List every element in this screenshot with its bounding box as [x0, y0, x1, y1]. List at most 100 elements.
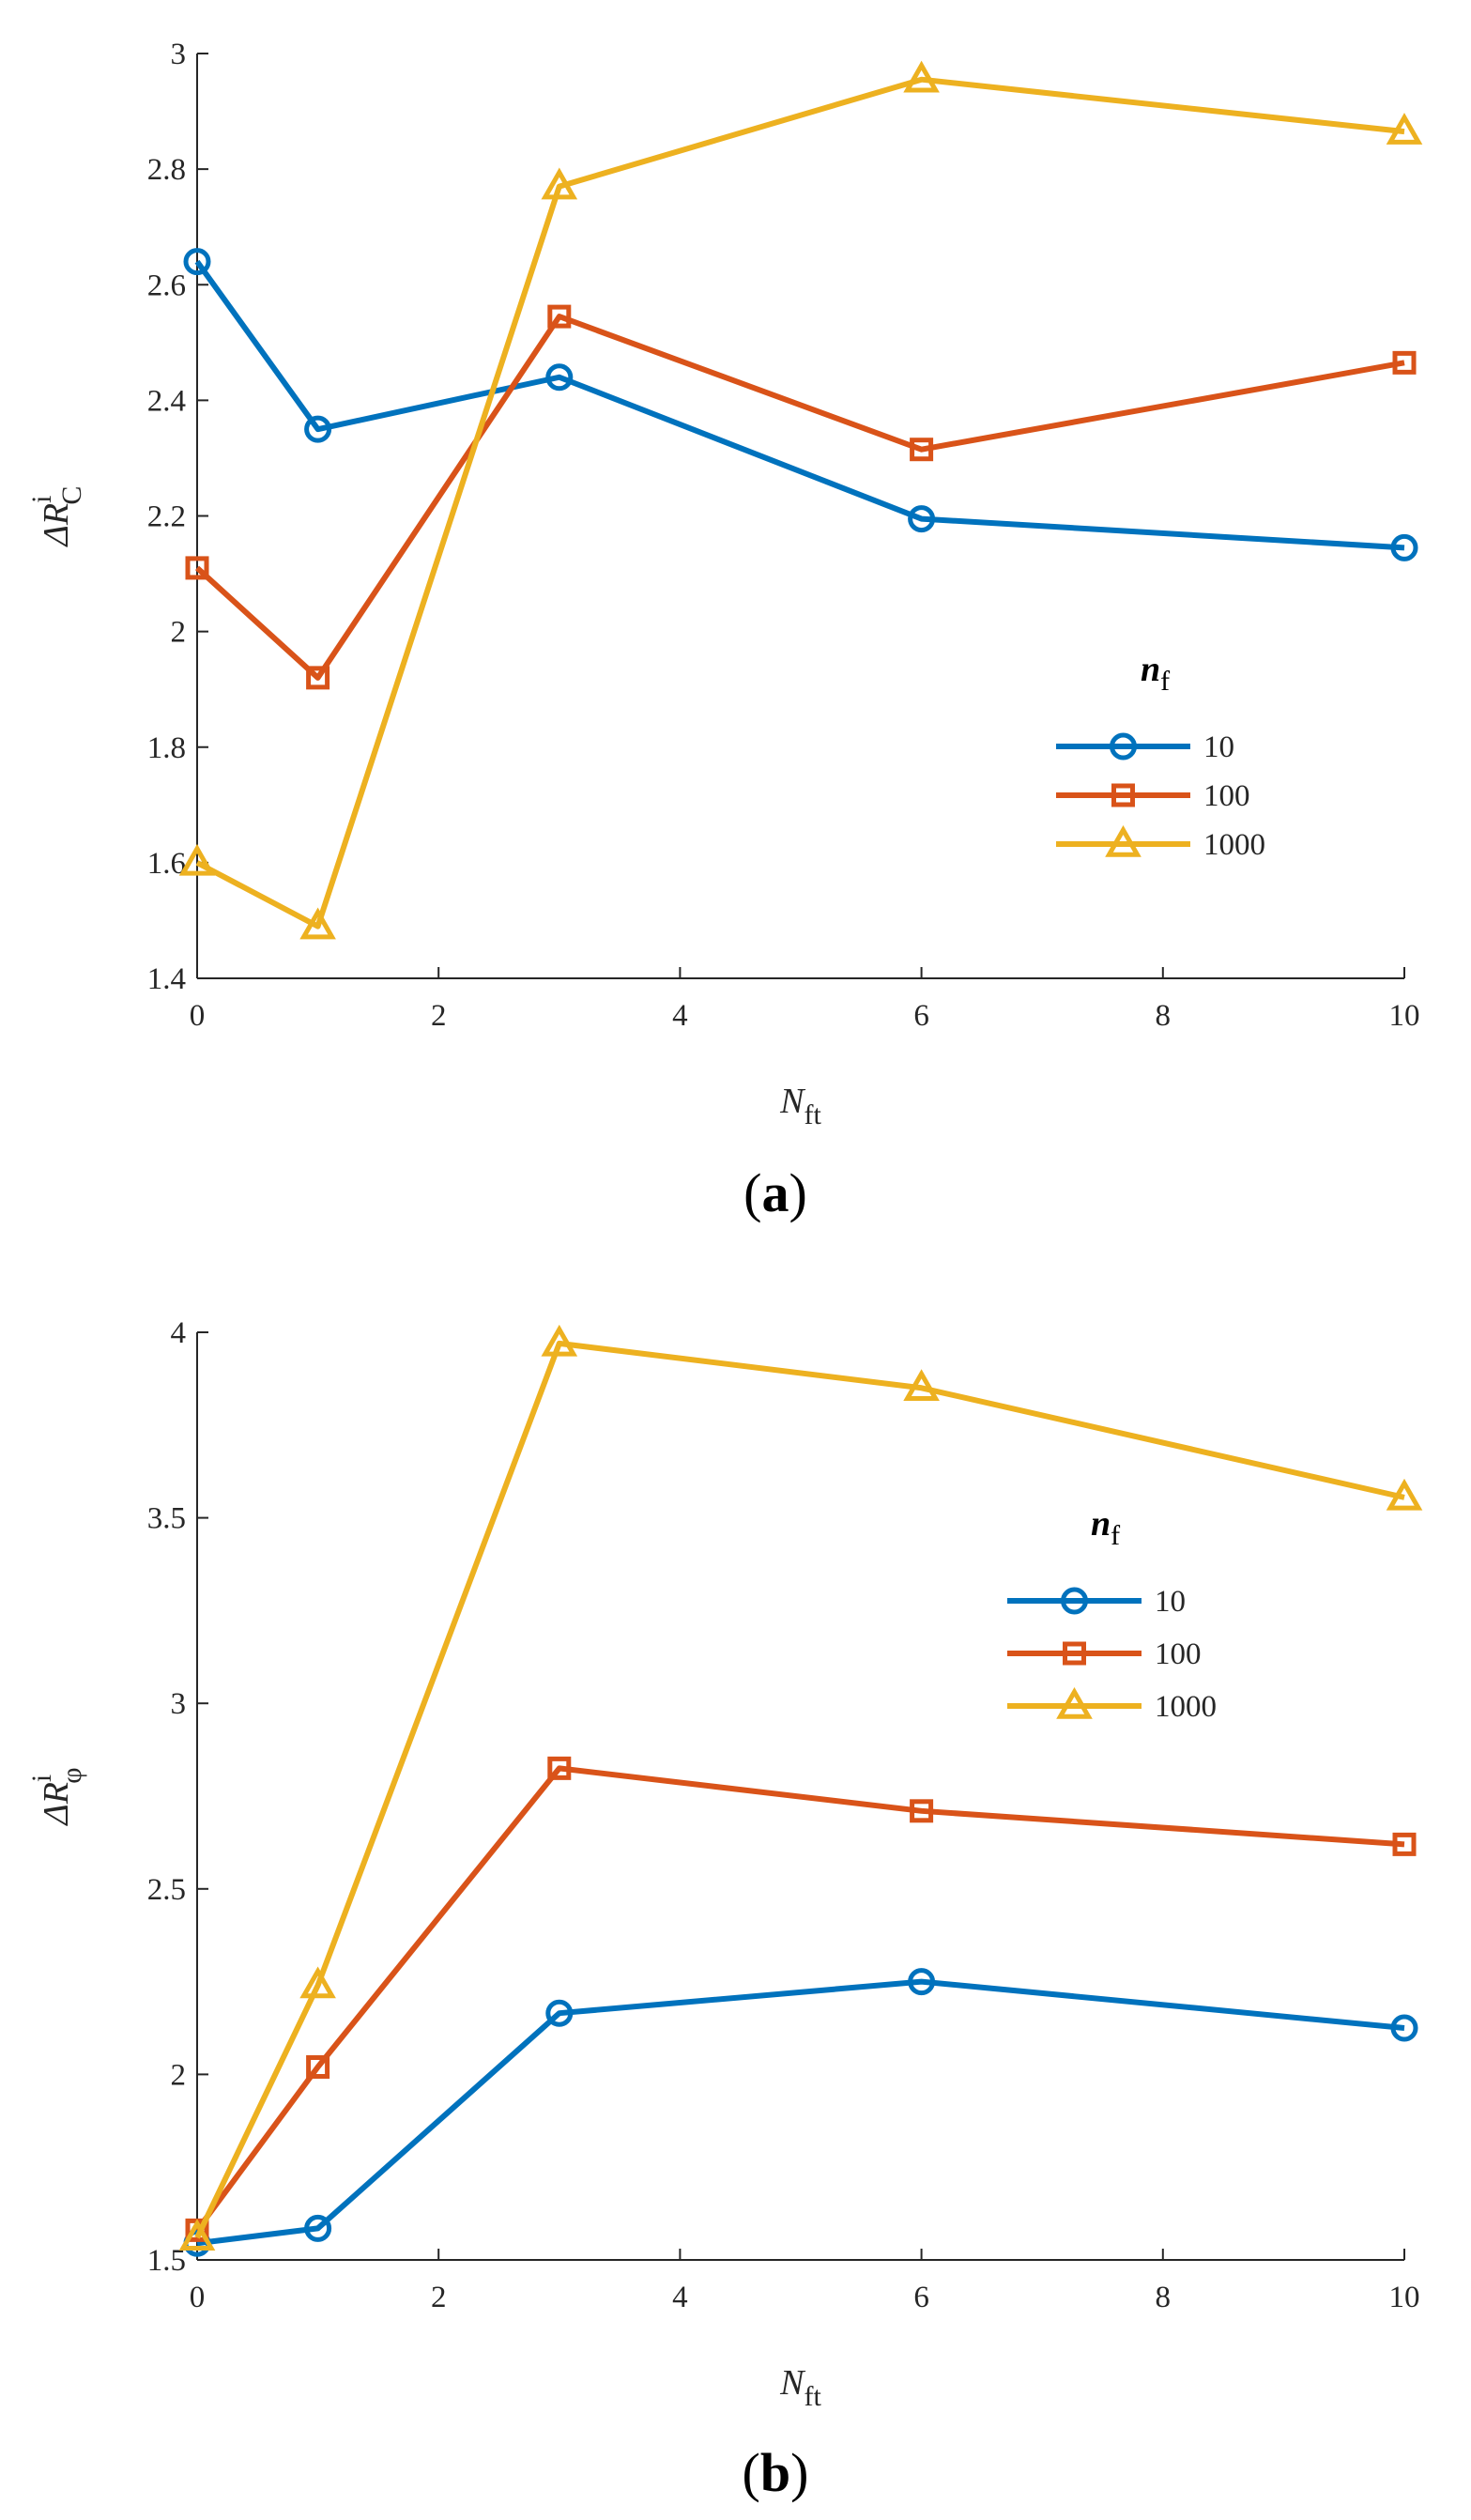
series-line-1000: [194, 1340, 1405, 2239]
data-point-100: [547, 1756, 572, 1780]
legend-label: 10: [1203, 730, 1234, 764]
y-tick-label: 2.4: [147, 384, 186, 418]
legend-item: 10: [1007, 1585, 1186, 1619]
legend-marker: [1061, 1587, 1088, 1615]
y-tick-label: 4: [171, 1316, 187, 1350]
y-tick-label: 2.2: [147, 500, 186, 534]
y-tick-label: 1.4: [147, 962, 186, 996]
x-tick-label: 8: [1156, 999, 1172, 1033]
legend-item: 1000: [1007, 1686, 1217, 1724]
legend-title-main: n: [1091, 1504, 1111, 1544]
data-point-10: [1390, 2014, 1418, 2042]
data-point-1000: [541, 1324, 578, 1357]
legend-item: 100: [1056, 779, 1250, 813]
series-1000: [178, 60, 1423, 940]
series-line-100: [194, 1765, 1405, 2233]
x-axis-label-sub: ft: [804, 2381, 822, 2412]
panel-label: (a): [743, 1162, 807, 1223]
data-point-1000: [1386, 1478, 1423, 1511]
x-tick-label: 10: [1389, 999, 1420, 1033]
legend-title: nf: [1091, 1504, 1120, 1551]
legend-label: 100: [1155, 1637, 1202, 1671]
y-tick-label: 2: [171, 2058, 187, 2092]
legend-marker: [1063, 1641, 1086, 1666]
legend-label: 1000: [1203, 828, 1265, 862]
y-axis-label: ΔRiφ: [26, 1767, 87, 1826]
panel-label: (b): [743, 2442, 809, 2503]
data-point-100: [185, 556, 209, 580]
y-tick-label: 1.8: [147, 731, 186, 765]
y-axis-label-sub: C: [56, 486, 87, 505]
data-point-1000: [299, 1966, 336, 1999]
series-10: [183, 1968, 1418, 2257]
series-100: [185, 1756, 1417, 2242]
data-point-1000: [178, 2219, 216, 2251]
x-tick-label: 10: [1389, 2281, 1420, 2314]
chart-panel-b: 1.5 2 2.5 3 3.5 4 0 2 4 6 8 10 Nft ΔRiφ nf 10 100 1000 (b): [26, 1316, 1423, 2503]
legend-label: 100: [1203, 779, 1250, 813]
legend-label: 1000: [1155, 1690, 1217, 1724]
y-axis-label-main: ΔR: [37, 503, 76, 548]
x-tick-label: 4: [672, 999, 688, 1033]
legend-label: 10: [1155, 1585, 1186, 1619]
data-point-10: [908, 505, 936, 533]
data-point-10: [908, 1968, 936, 1996]
y-axis-label-sup: i: [26, 496, 57, 503]
data-point-10: [1390, 533, 1418, 561]
panel-label-open: (: [743, 2442, 760, 2503]
x-axis-label-main: N: [779, 2363, 806, 2403]
data-point-10: [545, 1999, 574, 2027]
x-axis-label-main: N: [779, 1082, 806, 1121]
y-tick-label: 2.6: [147, 269, 186, 302]
y-tick-label: 2: [171, 616, 187, 650]
x-tick-label: 2: [431, 999, 447, 1033]
y-axis-label-sup: i: [26, 1775, 57, 1782]
y-tick-label: 3: [171, 1687, 187, 1721]
data-point-1000: [903, 60, 940, 93]
chart-panel-a: 1.41.61.822.22.42.62.830 2 4 6 8 10NftΔRiCnf1…: [26, 38, 1423, 1223]
data-point-100: [1392, 1832, 1417, 1856]
y-tick-label: 3.5: [147, 1502, 186, 1536]
x-axis-label-sub: ft: [804, 1099, 822, 1130]
panel-label-open: (: [743, 1162, 761, 1223]
series-line-100: [194, 314, 1405, 681]
data-point-10: [183, 248, 211, 276]
series-line-1000: [195, 76, 1405, 930]
x-tick-label: 4: [672, 2281, 688, 2314]
data-point-1000: [299, 907, 336, 940]
data-point-100: [910, 438, 934, 462]
series-10: [183, 248, 1418, 561]
data-point-100: [1392, 350, 1417, 375]
legend-item: 10: [1056, 730, 1234, 764]
panel-label-letter: b: [760, 2442, 790, 2503]
data-point-1000: [1386, 113, 1423, 145]
panel-label-letter: a: [762, 1162, 789, 1223]
legend-title-main: n: [1141, 650, 1160, 689]
y-tick-label: 2.5: [147, 1873, 186, 1907]
series-line-10: [196, 1978, 1405, 2247]
legend-item: 100: [1007, 1637, 1202, 1671]
y-axis-label-main: ΔR: [37, 1782, 76, 1827]
data-point-100: [306, 2054, 330, 2079]
legend: nf 10 100 1000: [1007, 1504, 1217, 1724]
series-1000: [178, 1324, 1423, 2251]
y-tick-label: 1.5: [147, 2244, 186, 2278]
y-tick-label: 2.8: [147, 153, 186, 187]
data-point-10: [304, 2214, 332, 2242]
series-100: [185, 304, 1417, 690]
series-line-10: [194, 259, 1405, 551]
panel-label-close: ): [789, 1162, 807, 1223]
data-point-1000: [178, 843, 216, 876]
x-tick-label: 2: [431, 2281, 447, 2314]
legend-title-sub: f: [1160, 666, 1170, 697]
legend-marker: [1105, 824, 1142, 857]
data-point-100: [547, 304, 572, 329]
data-point-1000: [541, 167, 578, 200]
y-axis-label-sub: φ: [56, 1767, 87, 1783]
x-tick-label: 6: [913, 999, 929, 1033]
x-tick-label: 0: [190, 999, 206, 1033]
panel-label-close: ): [790, 2442, 808, 2503]
data-point-10: [304, 415, 332, 443]
legend-marker: [1110, 732, 1137, 761]
